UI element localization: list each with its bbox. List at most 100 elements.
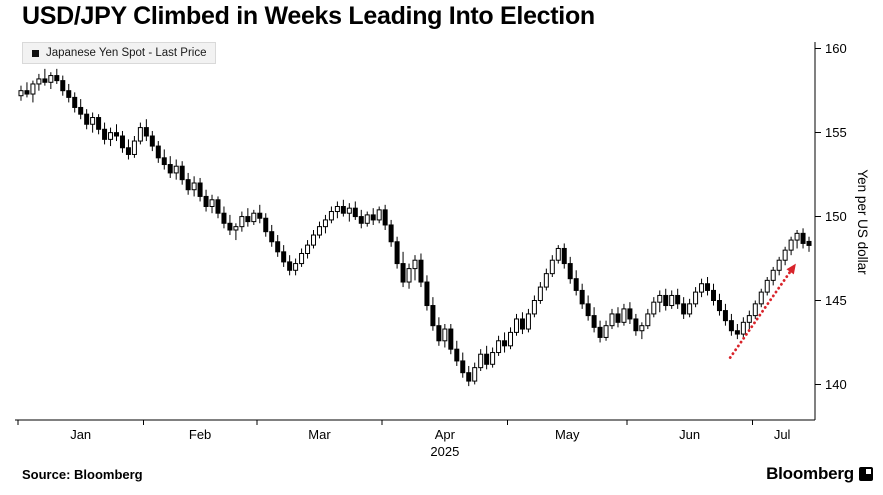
candle-body: [197, 182, 203, 197]
x-tick-label: Jan: [70, 427, 91, 442]
candle-body: [388, 224, 394, 243]
candle-body: [681, 303, 687, 315]
candle-body: [519, 318, 525, 330]
candle-body: [400, 263, 406, 283]
candle-body: [185, 179, 191, 191]
trend-arrow-line: [728, 270, 792, 359]
candle-body: [299, 253, 305, 265]
candle-body: [561, 247, 567, 265]
candle-body: [669, 294, 675, 307]
candle-body: [424, 281, 430, 307]
candle-body: [490, 352, 496, 365]
candle-body: [537, 286, 543, 302]
candle-body: [645, 313, 651, 327]
candle-body: [460, 360, 466, 374]
candle-body: [543, 273, 549, 288]
candle-body: [764, 279, 770, 293]
candle-body: [788, 239, 794, 251]
candle-body: [137, 127, 143, 142]
y-tick-label: 155: [825, 125, 847, 140]
candle-body: [436, 325, 442, 342]
candle-body: [316, 226, 322, 236]
candle-body: [215, 199, 221, 214]
y-tick-label: 145: [825, 293, 847, 308]
candle-body: [675, 294, 681, 305]
candle-body: [96, 117, 102, 130]
candle-body: [687, 303, 693, 315]
candle-body: [478, 353, 484, 369]
candle-body: [233, 226, 239, 231]
candle-body: [102, 128, 108, 140]
candle-body: [30, 83, 36, 95]
candle-body: [143, 127, 149, 137]
candle-body: [567, 263, 573, 280]
candle-body: [442, 328, 448, 342]
candle-body: [167, 164, 173, 174]
candle-body: [358, 216, 364, 224]
candle-body: [466, 372, 472, 382]
candle-body: [78, 106, 84, 115]
x-axis-year-label: 2025: [430, 444, 459, 459]
candle-body: [251, 212, 257, 223]
candle-body: [776, 259, 782, 271]
candle-body: [633, 318, 639, 332]
candle-body: [125, 147, 131, 155]
candle-body: [746, 315, 752, 323]
candle-body: [573, 278, 579, 291]
candle-body: [782, 249, 788, 261]
candle-body: [394, 241, 400, 265]
candle-body: [740, 321, 746, 335]
candle-body: [227, 222, 233, 231]
candle-body: [322, 219, 328, 228]
candle-body: [770, 269, 776, 281]
candle-body: [108, 132, 114, 140]
y-axis-title: Yen per US dollar: [855, 169, 870, 275]
candle-body: [639, 325, 645, 332]
candle-body: [508, 331, 514, 347]
candle-body: [54, 75, 60, 82]
candle-body: [42, 78, 48, 83]
candle-body: [597, 326, 603, 338]
candle-body: [406, 268, 412, 283]
candle-body: [627, 308, 633, 320]
bloomberg-wordmark: Bloomberg: [766, 464, 854, 483]
bloomberg-logo: Bloomberg: [766, 464, 873, 484]
candle-body: [221, 212, 227, 224]
candle-body: [24, 90, 30, 95]
candle-body: [705, 283, 711, 291]
candle-body: [609, 313, 615, 327]
x-tick-label: Jun: [679, 427, 700, 442]
candle-body: [513, 318, 519, 333]
candle-body: [281, 251, 287, 263]
y-tick-label: 140: [825, 377, 847, 392]
candle-body: [430, 305, 436, 327]
candle-body: [66, 90, 72, 98]
candle-body: [591, 315, 597, 328]
candle-body: [454, 348, 460, 362]
candle-body: [305, 244, 311, 255]
candle-body: [131, 140, 137, 155]
last-price-marker: [806, 240, 812, 246]
candle-body: [311, 234, 317, 246]
candle-body: [114, 132, 120, 137]
candle-body: [48, 75, 54, 83]
candle-body: [263, 217, 269, 233]
candle-body: [90, 117, 96, 125]
candle-body: [161, 157, 167, 166]
candle-body: [418, 259, 424, 283]
y-tick-label: 160: [825, 41, 847, 56]
candle-body: [794, 232, 800, 241]
candle-body: [448, 328, 454, 350]
candle-body: [699, 283, 705, 293]
y-tick-label: 150: [825, 209, 847, 224]
candle-body: [36, 78, 42, 85]
candle-body: [203, 195, 209, 208]
candle-body: [382, 209, 388, 226]
candle-body: [293, 263, 299, 271]
candle-body: [60, 80, 66, 92]
candle-body: [657, 294, 663, 303]
candle-body: [752, 303, 758, 317]
candle-body: [555, 247, 561, 261]
candle-body: [370, 214, 376, 221]
candle-body: [651, 301, 657, 315]
